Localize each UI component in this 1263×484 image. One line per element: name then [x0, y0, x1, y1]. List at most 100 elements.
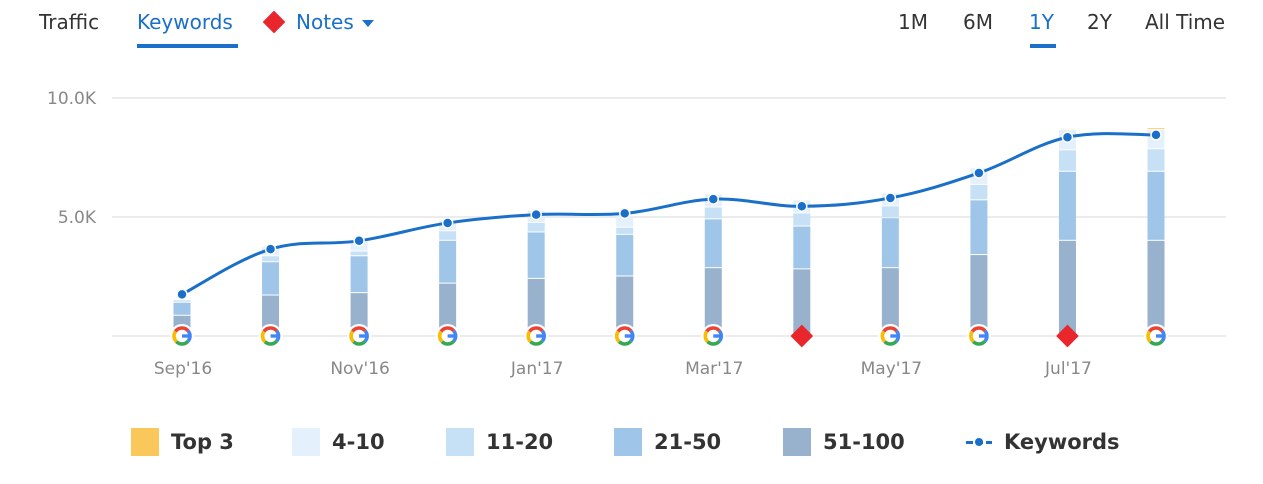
bar-segment-21-50 — [173, 302, 191, 315]
bar-segment-11-20 — [350, 251, 368, 256]
keywords-point — [884, 192, 897, 204]
y-tick-label: 10.0K — [47, 89, 97, 109]
chart-legend: Top 3 4-10 11-20 21-50 51-100 Keywords — [0, 420, 1263, 464]
bar-segment-11-20 — [173, 300, 191, 302]
bar-segment-21-50 — [970, 200, 988, 255]
google-icon-red — [528, 326, 544, 333]
note-diamond-icon — [790, 324, 814, 348]
period-6m[interactable]: 6M — [963, 10, 993, 34]
legend-item-top3[interactable]: Top 3 — [131, 428, 234, 456]
period-1m[interactable]: 1M — [898, 10, 928, 34]
legend-label-51-100: 51-100 — [823, 430, 905, 454]
chart-toolbar: Traffic Keywords Notes 1M 6M 1Y 2Y All T… — [0, 0, 1263, 60]
keywords-point — [353, 235, 365, 247]
bar-segment-51-100 — [970, 255, 988, 335]
bar-segment-11-20 — [1147, 149, 1165, 171]
period-1y[interactable]: 1Y — [1029, 10, 1054, 34]
bar-segment-11-20 — [970, 184, 988, 200]
google-icon-yellow — [172, 330, 178, 343]
legend-label-11-20: 11-20 — [486, 430, 554, 454]
bar-segment-top3 — [1147, 128, 1165, 130]
google-icon-yellow — [880, 330, 887, 343]
legend-swatch-51-100 — [783, 428, 811, 456]
legend-item-21-50[interactable]: 21-50 — [614, 428, 721, 456]
google-icon-green — [617, 339, 633, 346]
bar-segment-51-100 — [1058, 240, 1076, 335]
legend-item-51-100[interactable]: 51-100 — [783, 428, 905, 456]
bar-segment-21-50 — [704, 219, 722, 268]
google-icon — [435, 324, 460, 348]
google-icon — [701, 324, 726, 348]
google-icon-red — [705, 326, 721, 333]
google-icon-green — [263, 339, 279, 346]
bar-segment-21-50 — [1058, 171, 1076, 240]
chevron-down-icon — [361, 19, 374, 27]
google-icon-yellow — [526, 330, 532, 343]
active-tab-indicator — [137, 44, 238, 48]
bar-segment-4-10 — [616, 215, 634, 227]
period-2y[interactable]: 2Y — [1087, 10, 1112, 34]
google-icon-yellow — [1146, 330, 1152, 343]
x-tick-label: Mar'17 — [685, 359, 743, 379]
google-icon-red — [351, 326, 367, 333]
google-icon-green — [1149, 339, 1164, 346]
x-tick-label: Sep'16 — [154, 359, 212, 379]
keywords-line — [181, 132, 1157, 296]
bar-segment-11-20 — [704, 207, 722, 219]
keywords-point — [618, 207, 631, 220]
bar-segment-21-50 — [616, 234, 634, 276]
keywords-point — [530, 208, 542, 221]
keywords-point — [707, 193, 720, 205]
y-tick-label: 5.0K — [58, 208, 97, 228]
bar-segment-21-50 — [350, 256, 368, 293]
bar-segment-51-100 — [1147, 240, 1165, 335]
legend-swatch-21-50 — [614, 428, 642, 456]
legend-label-4-10: 4-10 — [332, 430, 385, 454]
bar-segment-51-100 — [793, 269, 811, 335]
google-icon-red — [173, 326, 190, 333]
bar-segment-21-50 — [527, 232, 545, 278]
bar-segment-51-100 — [881, 268, 899, 335]
tab-keywords[interactable]: Keywords — [137, 10, 233, 34]
bar-segment-11-20 — [262, 256, 280, 262]
legend-item-11-20[interactable]: 11-20 — [446, 428, 553, 456]
google-icon-yellow — [437, 330, 444, 343]
google-icon-green — [971, 339, 987, 346]
bar-segment-11-20 — [881, 206, 899, 218]
google-icon-red — [970, 326, 987, 333]
note-diamond-icon — [1056, 324, 1079, 348]
google-icon — [347, 324, 372, 348]
notes-label: Notes — [296, 10, 354, 34]
bar-segment-51-100 — [350, 293, 368, 335]
google-icon-green — [883, 339, 898, 346]
google-icon-yellow — [969, 330, 975, 343]
google-icon-red — [1147, 326, 1164, 333]
x-tick-label: Jul'17 — [1044, 359, 1092, 379]
legend-item-4-10[interactable]: 4-10 — [292, 428, 385, 456]
google-icon-green — [352, 339, 367, 346]
legend-item-keywords[interactable]: Keywords — [966, 428, 1120, 456]
legend-label-21-50: 21-50 — [654, 430, 722, 454]
bar-segment-21-50 — [262, 262, 280, 295]
notes-dropdown[interactable]: Notes — [262, 10, 374, 34]
keywords-point — [1150, 129, 1162, 141]
x-tick-label: Nov'16 — [330, 359, 389, 379]
google-icon — [612, 324, 637, 348]
google-icon-yellow — [614, 330, 621, 343]
keywords-point — [441, 217, 454, 229]
google-icon-red — [882, 326, 898, 333]
google-icon — [1144, 324, 1168, 348]
google-icon — [966, 324, 991, 348]
keywords-point — [176, 288, 188, 301]
tab-traffic[interactable]: Traffic — [39, 10, 100, 34]
bar-segment-11-20 — [439, 231, 457, 240]
google-icon-green — [529, 339, 544, 346]
google-icon-yellow — [260, 330, 267, 343]
legend-label-keywords: Keywords — [1004, 430, 1120, 454]
google-icon-green — [440, 339, 456, 346]
keywords-point — [264, 243, 277, 255]
bar-segment-51-100 — [527, 278, 545, 335]
google-icon-yellow — [703, 330, 710, 343]
period-all-time[interactable]: All Time — [1145, 10, 1226, 34]
google-icon — [524, 324, 549, 348]
